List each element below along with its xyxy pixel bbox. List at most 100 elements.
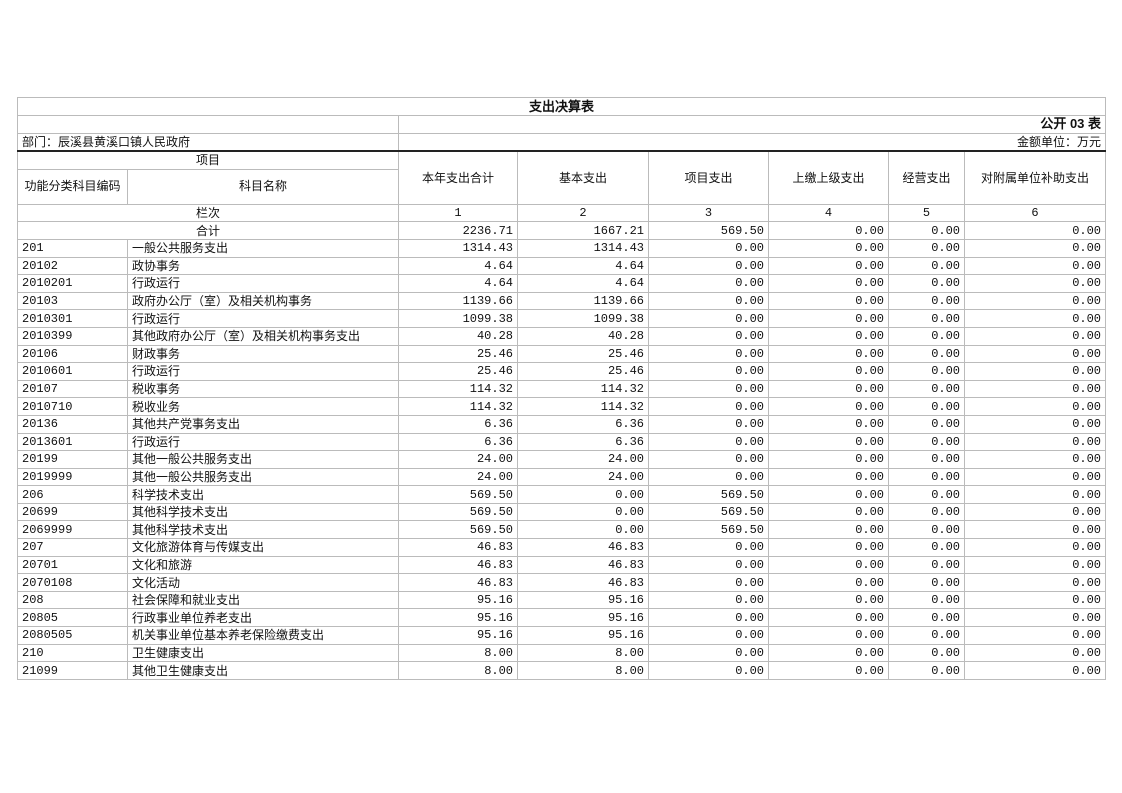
row-value: 46.83 [398,573,518,592]
row-value: 0.00 [648,661,769,680]
column-index: 4 [768,203,889,223]
table-row: 2080505 机关事业单位基本养老保险缴费支出 95.16 95.16 0.00 0.0… [17,626,1107,645]
table-row: 210 卫生健康支出 8.00 8.00 0.00 0.00 0.00 0.00 [17,643,1107,663]
table-title: 支出决算表 [16,97,1107,116]
row-value: 0.00 [648,608,769,628]
form-number: 公开 03 表 [397,115,1107,134]
row-value: 569.50 [648,502,769,522]
row-name: 其他科学技术支出 [127,520,399,540]
header-col-1: 本年支出合计 [398,150,518,205]
row-value: 4.64 [517,274,649,293]
row-value: 0.00 [963,626,1107,645]
row-name: 其他政府办公厅（室）及相关机构事务支出 [127,326,399,346]
row-value: 0.00 [768,555,889,575]
row-value: 0.00 [888,291,965,311]
row-value: 0.00 [888,661,965,680]
row-value: 46.83 [517,573,649,592]
row-value: 0.00 [768,238,889,258]
row-value: 25.46 [398,344,518,364]
row-value: 0.00 [888,432,965,452]
row-value: 1314.43 [398,238,518,258]
header-col-4: 上缴上级支出 [768,150,889,205]
row-value: 0.00 [888,502,965,522]
row-value: 0.00 [963,397,1107,416]
row-value: 0.00 [648,379,769,399]
row-value: 0.00 [768,326,889,346]
row-value: 24.00 [517,450,649,469]
row-value: 0.00 [768,344,889,364]
table-row: 20103 政府办公厅（室）及相关机构事务 1139.66 1139.66 0.00 0.… [17,291,1107,311]
row-value: 25.46 [398,362,518,381]
row-value: 0.00 [768,643,889,663]
table-row: 20106 财政事务 25.46 25.46 0.00 0.00 0.00 0.00 [17,344,1107,364]
row-value: 1139.66 [517,291,649,311]
row-value: 0.00 [963,590,1107,610]
row-value: 24.00 [398,450,518,469]
table-row: 20102 政协事务 4.64 4.64 0.00 0.00 0.00 0.00 [17,256,1107,276]
table-row: 20701 文化和旅游 46.83 46.83 0.00 0.00 0.00 0.00 [17,555,1107,575]
row-value: 95.16 [398,608,518,628]
row-value: 0.00 [963,485,1107,504]
row-code: 20701 [17,555,128,575]
row-name: 机关事业单位基本养老保险缴费支出 [127,626,399,645]
row-value: 0.00 [888,362,965,381]
column-index: 3 [648,203,769,223]
row-name: 社会保障和就业支出 [127,590,399,610]
row-code: 20805 [17,608,128,628]
row-value: 0.00 [963,291,1107,311]
row-value: 0.00 [648,256,769,276]
row-value: 0.00 [768,467,889,487]
row-value: 0.00 [648,362,769,381]
table-row: 208 社会保障和就业支出 95.16 95.16 0.00 0.00 0.00 0.00 [17,590,1107,610]
row-value: 46.83 [398,555,518,575]
row-value: 0.00 [888,450,965,469]
row-value: 0.00 [768,626,889,645]
row-value: 0.00 [648,432,769,452]
unit-label: 金额单位：万元 [397,132,1107,153]
row-name: 文化旅游体育与传媒支出 [127,538,399,557]
row-value: 0.00 [768,362,889,381]
row-value: 0.00 [648,238,769,258]
row-value: 0.00 [888,256,965,276]
row-code: 206 [17,485,128,504]
row-value: 0.00 [888,573,965,592]
row-name: 政协事务 [127,256,399,276]
row-name: 其他一般公共服务支出 [127,467,399,487]
header-code: 功能分类科目编码 [17,168,128,205]
row-value: 0.00 [768,414,889,434]
row-value: 0.00 [888,397,965,416]
row-value: 0.00 [888,608,965,628]
row-value: 25.46 [517,344,649,364]
row-value: 4.64 [398,274,518,293]
row-value: 0.00 [648,274,769,293]
row-value: 0.00 [768,661,889,680]
row-value: 0.00 [963,326,1107,346]
row-code: 21099 [17,661,128,680]
row-value: 0.00 [768,502,889,522]
header-item: 项目 [17,150,399,170]
row-value: 8.00 [398,661,518,680]
row-code: 2010710 [17,397,128,416]
row-value: 0.00 [648,538,769,557]
total-value: 2236.71 [398,221,518,240]
row-value: 25.46 [517,362,649,381]
total-value: 0.00 [963,221,1107,240]
row-value: 0.00 [768,608,889,628]
expenditure-table: 支出决算表 公开 03 表 部门：辰溪县黄溪口镇人民政府 金额单位：万元 项目 本… [16,97,1107,680]
row-code: 2069999 [17,520,128,540]
row-value: 0.00 [888,626,965,645]
row-value: 114.32 [398,397,518,416]
row-value: 0.00 [888,326,965,346]
row-value: 0.00 [963,362,1107,381]
row-code: 20107 [17,379,128,399]
row-value: 0.00 [768,590,889,610]
row-name: 文化和旅游 [127,555,399,575]
table-row: 2010201 行政运行 4.64 4.64 0.00 0.00 0.00 0.00 [17,274,1107,293]
row-value: 0.00 [768,450,889,469]
table-row: 2010399 其他政府办公厅（室）及相关机构事务支出 40.28 40.28 0.00… [17,326,1107,346]
header-name: 科目名称 [127,168,399,205]
row-value: 0.00 [648,643,769,663]
table-row: 206 科学技术支出 569.50 0.00 569.50 0.00 0.00 0.00 [17,485,1107,504]
row-value: 0.00 [768,274,889,293]
table-row: 2069999 其他科学技术支出 569.50 0.00 569.50 0.00 0.00 0… [17,520,1107,540]
